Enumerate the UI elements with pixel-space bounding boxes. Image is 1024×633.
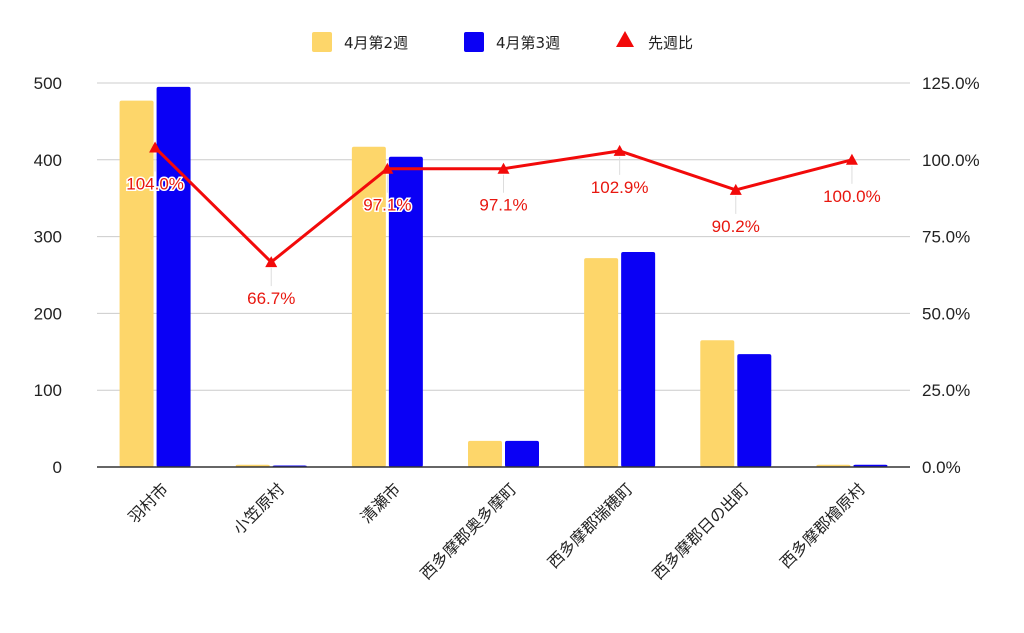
triangle-marker — [613, 144, 626, 156]
x-category-label: 西多摩郡瑞穂町 — [544, 479, 637, 572]
y-right-tick-label: 125.0% — [922, 74, 980, 93]
y-left-tick-label: 500 — [34, 74, 62, 93]
triangle-marker — [497, 162, 510, 174]
triangle-marker — [149, 141, 162, 153]
legend-label: 4月第2週 — [344, 34, 408, 52]
data-label: 97.1% — [479, 196, 527, 215]
x-category-label: 清瀬市 — [357, 479, 404, 526]
x-category-label: 羽村市 — [125, 479, 172, 526]
bars — [119, 86, 888, 467]
data-label: 97.1% — [363, 196, 411, 215]
bar-week3 — [505, 440, 539, 467]
legend-item: 4月第2週 — [312, 32, 408, 52]
legend-triangle-icon — [616, 31, 634, 47]
bar-week3 — [621, 251, 656, 467]
legend-label: 4月第3週 — [496, 34, 560, 52]
x-category-label: 西多摩郡奥多摩町 — [416, 479, 520, 583]
triangle-marker — [729, 183, 742, 195]
data-label: 104.0% — [126, 175, 184, 194]
data-label: 102.9% — [591, 178, 649, 197]
x-category-label: 小笠原村 — [229, 479, 288, 538]
y-left-tick-label: 0 — [53, 458, 62, 477]
y-left-tick-label: 200 — [34, 304, 62, 323]
data-label: 66.7% — [247, 289, 295, 308]
bar-week2 — [584, 258, 619, 467]
ratio-line-layer: 104.0% 66.7% 97.1% 97.1% 102.9% 90.2% 100.0% — [125, 141, 882, 310]
x-category-label: 西多摩郡日の出町 — [649, 479, 753, 583]
bar-week2 — [351, 146, 386, 467]
legend: 4月第2週 4月第3週 先週比 — [312, 31, 693, 52]
y-right-tick-label: 25.0% — [922, 381, 970, 400]
y-right-tick-label: 75.0% — [922, 228, 970, 247]
x-category-label: 西多摩郡檜原村 — [776, 479, 869, 572]
legend-swatch-week2 — [312, 32, 332, 52]
legend-item: 4月第3週 — [464, 32, 560, 52]
y-left-tick-label: 400 — [34, 151, 62, 170]
y-right-tick-label: 100.0% — [922, 151, 980, 170]
legend-swatch-week3 — [464, 32, 484, 52]
bar-week3 — [388, 156, 423, 467]
triangle-marker — [845, 153, 858, 165]
bar-week2 — [468, 440, 502, 467]
y-right-tick-label: 50.0% — [922, 304, 970, 323]
bar-week3 — [737, 354, 772, 467]
gridlines — [97, 82, 910, 391]
bar-week3 — [156, 86, 191, 467]
legend-item: 先週比 — [616, 31, 693, 52]
bar-week2 — [700, 340, 735, 467]
legend-label: 先週比 — [648, 34, 693, 52]
y-right-tick-label: 0.0% — [922, 458, 961, 477]
y-left-tick-label: 300 — [34, 228, 62, 247]
data-label: 100.0% — [823, 187, 881, 206]
data-label: 90.2% — [712, 217, 760, 236]
triangle-marker — [381, 162, 394, 174]
triangle-marker — [265, 256, 278, 268]
bar-week2 — [119, 100, 154, 467]
y-left-tick-label: 100 — [34, 381, 62, 400]
